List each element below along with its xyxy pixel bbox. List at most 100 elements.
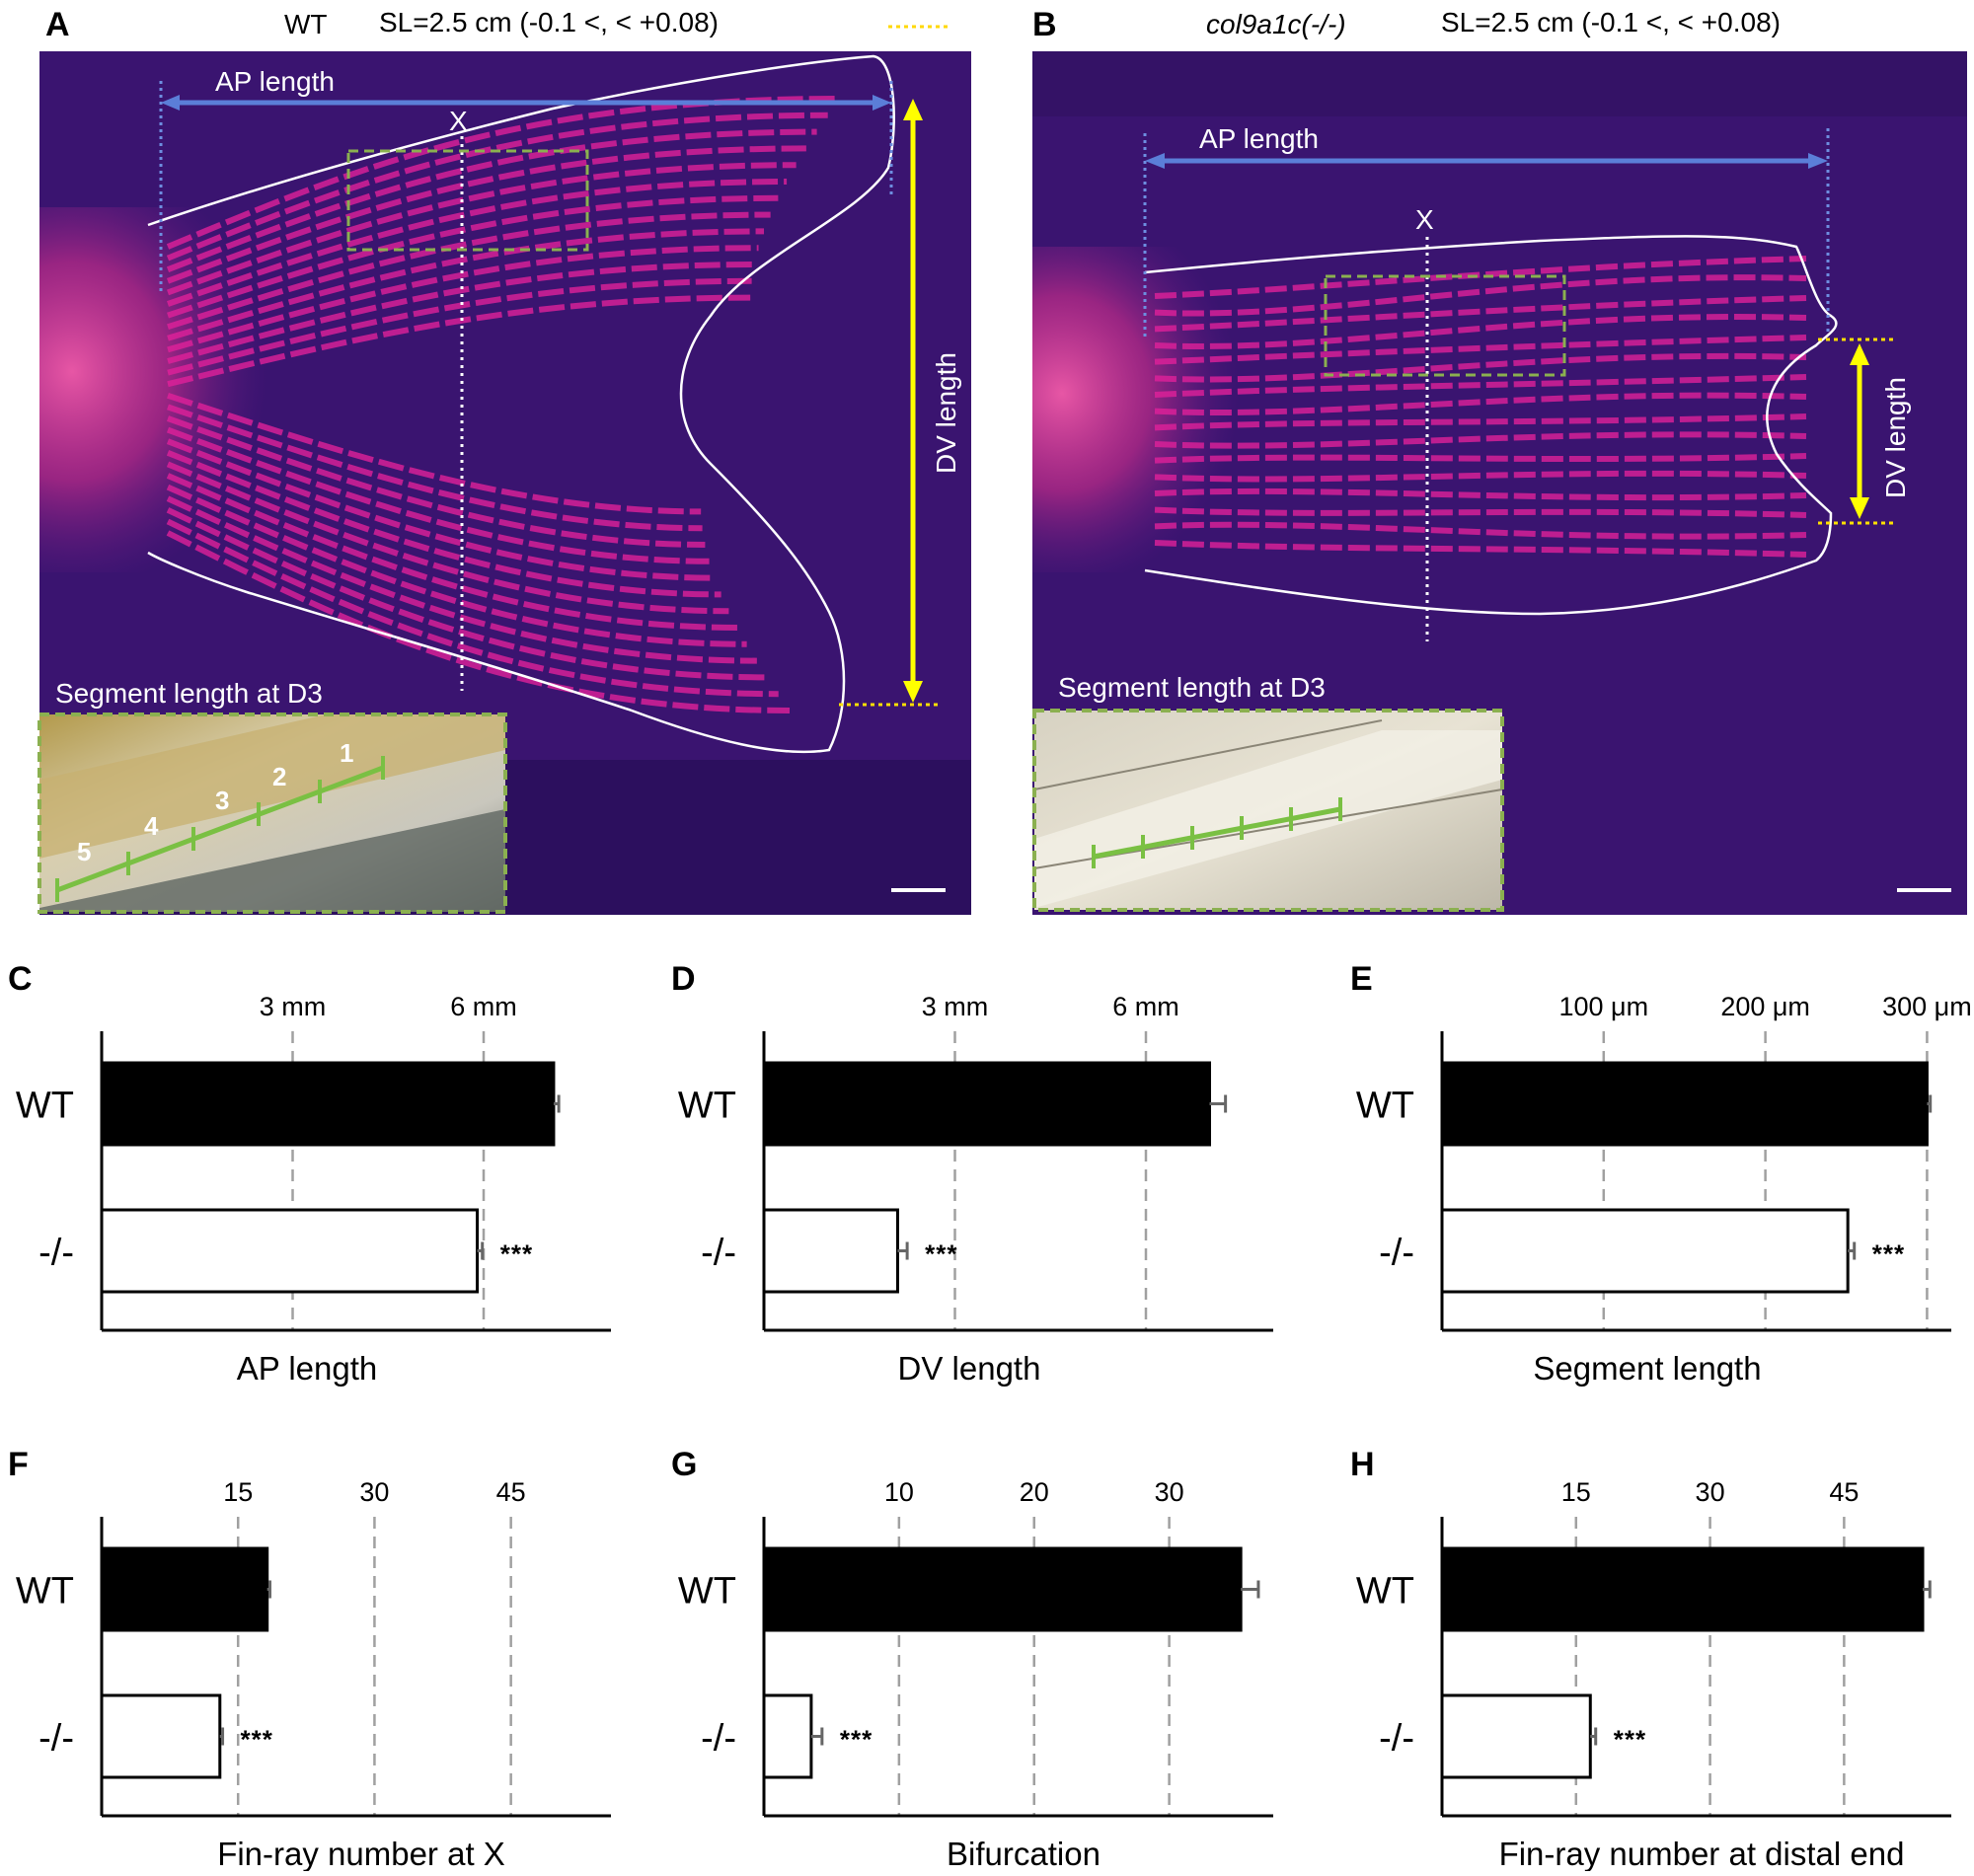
fin-ray	[166, 96, 840, 250]
dv-arrow-a	[903, 99, 923, 703]
panel-letter-f: F	[8, 1446, 29, 1483]
tick-label: 300 μm	[1882, 992, 1972, 1021]
fin-ray	[1154, 453, 1807, 464]
inset-a: 5 4 3 2 1	[38, 713, 507, 914]
tick-label: 20	[1020, 1477, 1049, 1507]
tick-label: 3 mm	[260, 992, 327, 1021]
axis-title: Bifurcation	[947, 1836, 1101, 1871]
category-label: -/-	[701, 1718, 736, 1760]
fin-ray	[166, 128, 817, 272]
bar-mutant	[100, 1693, 222, 1779]
tick-label: 10	[884, 1477, 914, 1507]
fin-ray	[1154, 374, 1807, 398]
tick-label: 6 mm	[450, 992, 517, 1021]
segment-number-5: 5	[77, 837, 91, 866]
fin-ray	[167, 262, 755, 364]
fin-ray	[166, 461, 729, 615]
bar-wt	[1440, 1061, 1929, 1147]
panel-letter-e: E	[1350, 960, 1373, 998]
fin-ray	[167, 277, 752, 376]
bar-wt	[100, 1061, 556, 1147]
zoom-box-a	[346, 149, 589, 252]
fin-ray	[166, 518, 779, 698]
fin-ray	[167, 179, 788, 307]
fin-ray	[166, 450, 721, 598]
tick-label: 30	[359, 1477, 389, 1507]
bar-mutant	[1440, 1208, 1850, 1294]
fin-ray	[1154, 352, 1807, 383]
fin-ray	[167, 294, 751, 388]
panel-a: A WT SL=2.5 cm (-0.1 <, < +0.08) AP leng…	[38, 6, 971, 915]
fin-ray	[166, 415, 706, 548]
sl-text-a: SL=2.5 cm (-0.1 <, < +0.08)	[379, 7, 719, 38]
fin-ray	[1154, 295, 1807, 333]
panel-letter-b: B	[1032, 6, 1057, 43]
fin-ray	[166, 112, 828, 262]
axis-title: Fin-ray number at distal end	[1499, 1836, 1905, 1871]
category-label: WT	[1356, 1086, 1414, 1127]
category-label: WT	[16, 1086, 74, 1127]
fin-ray	[1154, 413, 1807, 431]
bar-mutant	[100, 1208, 480, 1294]
inset-b	[1032, 709, 1504, 912]
category-label: -/-	[701, 1233, 736, 1274]
fin-ray	[166, 473, 738, 631]
tick-label: 45	[1829, 1477, 1859, 1507]
panel-letter-c: C	[8, 960, 33, 998]
bar-wt	[100, 1546, 269, 1632]
tick-label: 30	[1696, 1477, 1725, 1507]
fin-ray	[167, 194, 779, 319]
inset-label-a: Segment length at D3	[55, 678, 323, 709]
zoom-box-b	[1324, 274, 1566, 377]
sl-text-b: SL=2.5 cm (-0.1 <, < +0.08)	[1441, 7, 1781, 38]
segment-number-3: 3	[215, 786, 229, 815]
segment-number-4: 4	[144, 811, 159, 841]
fin-outline-a	[147, 54, 895, 754]
axis-title: DV length	[898, 1350, 1041, 1387]
fin-ray	[166, 530, 791, 713]
inset-label-b: Segment length at D3	[1058, 672, 1326, 703]
axis-title: Fin-ray number at X	[217, 1836, 505, 1871]
fin-ray	[166, 426, 710, 564]
x-mark-b: X	[1415, 204, 1434, 235]
fin-ray	[1154, 392, 1807, 416]
dv-label-b: DV length	[1880, 377, 1911, 498]
fin-ray	[166, 438, 716, 581]
panel-letter-a: A	[45, 6, 70, 43]
bar-wt	[1440, 1546, 1925, 1632]
fin-ray	[1154, 506, 1807, 518]
chart-f: F 15 30 45 WT -/- *** Fin-ray number at X	[8, 1446, 611, 1872]
tick-label: 200 μm	[1720, 992, 1810, 1021]
fin-ray	[1154, 470, 1807, 483]
bar-mutant	[1440, 1693, 1592, 1779]
significance-stars: ***	[241, 1725, 273, 1755]
axis-title: Segment length	[1533, 1350, 1761, 1387]
significance-stars: ***	[840, 1725, 873, 1755]
fin-ray	[1154, 488, 1807, 501]
tick-label: 15	[223, 1477, 253, 1507]
bar-wt	[762, 1061, 1211, 1147]
tick-label: 30	[1155, 1477, 1184, 1507]
bar-wt	[762, 1546, 1243, 1632]
category-label: -/-	[1379, 1718, 1414, 1760]
segment-number-1: 1	[340, 738, 353, 768]
fin-ray	[167, 404, 703, 532]
fin-ray	[166, 145, 806, 284]
x-mark-a: X	[449, 106, 468, 136]
ap-label-b: AP length	[1199, 123, 1319, 154]
significance-stars: ***	[500, 1239, 533, 1269]
fin-ray	[1154, 274, 1807, 317]
chart-d: D 3 mm 6 mm WT -/- *** DV length	[671, 960, 1273, 1387]
fin-ray	[166, 507, 768, 681]
dv-label-a: DV length	[931, 352, 961, 474]
tick-label: 45	[496, 1477, 526, 1507]
ap-arrow-b	[1145, 153, 1828, 169]
category-label: -/-	[1379, 1233, 1414, 1274]
category-label: WT	[16, 1571, 74, 1613]
dv-arrow-b	[1850, 343, 1869, 519]
bar-mutant	[762, 1693, 813, 1779]
panel-letter-d: D	[671, 960, 696, 998]
panel-b: B col9a1c(-/-) SL=2.5 cm (-0.1 <, < +0.0…	[1032, 6, 1967, 915]
chart-h: H 15 30 45 WT -/- *** Fin-ray number at distal …	[1350, 1446, 1951, 1872]
